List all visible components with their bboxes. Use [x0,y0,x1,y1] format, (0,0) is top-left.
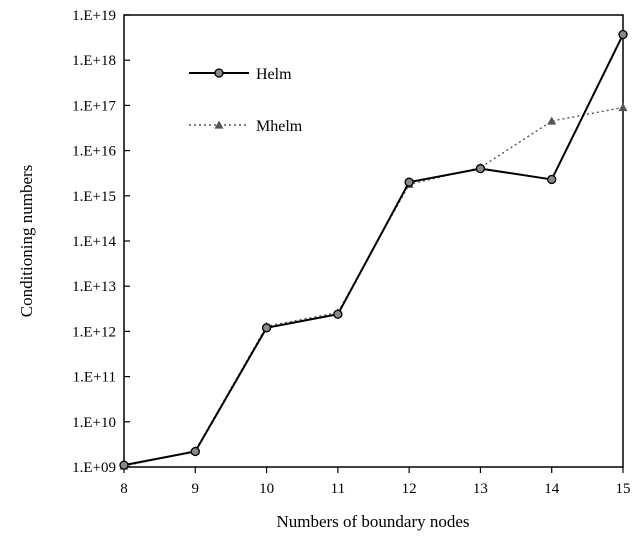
y-axis-title: Conditioning numbers [17,165,36,318]
y-tick-label: 1.E+10 [72,415,116,431]
data-point-helm [119,460,129,470]
y-tick-label: 1.E+13 [72,279,116,295]
x-axis-title: Numbers of boundary nodes [276,512,469,531]
data-point-helm [190,446,200,457]
data-point-mhelm [618,102,628,112]
y-axis: 1.E+09 1.E+10 1.E+11 1.E+12 1.E+13 1.E+14 1.E+… [72,8,130,476]
y-tick-label: 1.E+11 [73,370,116,386]
y-tick-label: 1.E+19 [72,8,116,24]
legend-marker-mhelm [214,120,224,129]
legend-marker-helm [214,68,224,78]
data-point-helm [404,177,414,187]
y-tick-label: 1.E+18 [72,53,116,69]
series-line-mhelm [123,106,624,467]
data-point-helm [333,309,343,319]
legend-label-mhelm: Mhelm [256,118,303,135]
legend: Helm Mhelm [189,66,303,135]
series-layer [119,29,628,470]
y-tick-label: 1.E+12 [72,324,116,340]
data-point-mhelm [547,116,557,125]
data-point-helm [261,323,272,333]
data-point-helm [475,163,486,174]
y-tick-label: 1.E+14 [72,234,116,250]
y-tick-label: 1.E+15 [72,189,116,205]
x-axis: 8 9 10 11 12 13 14 15 [120,467,631,497]
data-point-helm [547,174,557,185]
x-tick-label: 15 [616,481,631,497]
x-tick-label: 12 [402,481,417,497]
x-tick-label: 10 [259,481,274,497]
plot-area [123,14,624,468]
x-tick-label: 9 [192,481,200,497]
x-tick-label: 11 [331,481,345,497]
data-point-helm [618,29,628,40]
x-tick-label: 14 [544,481,560,497]
x-tick-label: 13 [473,481,488,497]
series-line-helm [123,34,624,467]
legend-label-helm: Helm [256,66,292,83]
y-tick-label: 1.E+17 [72,98,116,114]
y-tick-label: 1.E+16 [72,144,116,160]
x-tick-label: 8 [120,481,128,497]
y-tick-label: 1.E+09 [72,460,116,476]
